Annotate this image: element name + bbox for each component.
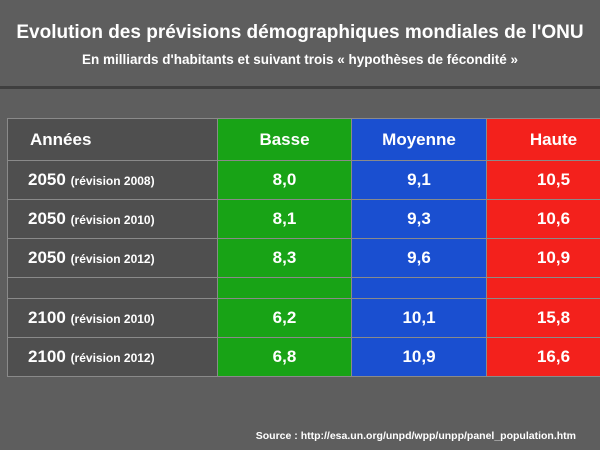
value-moyenne: 10,9 bbox=[351, 337, 487, 377]
table-row: 2100 (révision 2010) 6,2 10,1 15,8 bbox=[7, 298, 600, 338]
value-basse: 6,2 bbox=[217, 298, 352, 338]
table-header-row: Années Basse Moyenne Haute bbox=[7, 118, 600, 161]
title-separator bbox=[0, 86, 600, 89]
revision-label: (révision 2008) bbox=[70, 174, 155, 188]
year-cell: 2050 (révision 2008) bbox=[7, 160, 218, 200]
value-basse: 8,0 bbox=[217, 160, 352, 200]
header-haute: Haute bbox=[486, 118, 600, 161]
header-annees: Années bbox=[7, 118, 218, 161]
value-basse: 6,8 bbox=[217, 337, 352, 377]
value-moyenne: 9,6 bbox=[351, 238, 487, 278]
spacer-cell bbox=[486, 277, 600, 299]
revision-label: (révision 2010) bbox=[70, 213, 155, 227]
page-title: Evolution des prévisions démographiques … bbox=[16, 22, 584, 43]
table-row: 2050 (révision 2010) 8,1 9,3 10,6 bbox=[7, 199, 600, 239]
header-moyenne: Moyenne bbox=[351, 118, 487, 161]
header-basse: Basse bbox=[217, 118, 352, 161]
year-cell: 2050 (révision 2012) bbox=[7, 238, 218, 278]
table-row: 2100 (révision 2012) 6,8 10,9 16,6 bbox=[7, 337, 600, 377]
year-label: 2100 bbox=[28, 347, 66, 366]
value-basse: 8,1 bbox=[217, 199, 352, 239]
source-note: Source : http://esa.un.org/unpd/wpp/unpp… bbox=[255, 430, 576, 442]
value-haute: 16,6 bbox=[486, 337, 600, 377]
value-moyenne: 9,3 bbox=[351, 199, 487, 239]
year-label: 2050 bbox=[28, 170, 66, 189]
spacer-cell bbox=[351, 277, 487, 299]
year-cell: 2100 (révision 2012) bbox=[7, 337, 218, 377]
value-moyenne: 10,1 bbox=[351, 298, 487, 338]
value-haute: 15,8 bbox=[486, 298, 600, 338]
value-haute: 10,5 bbox=[486, 160, 600, 200]
spacer-cell bbox=[7, 277, 218, 299]
revision-label: (révision 2012) bbox=[70, 252, 155, 266]
value-moyenne: 9,1 bbox=[351, 160, 487, 200]
value-basse: 8,3 bbox=[217, 238, 352, 278]
revision-label: (révision 2010) bbox=[70, 312, 155, 326]
spacer-cell bbox=[217, 277, 352, 299]
year-cell: 2050 (révision 2010) bbox=[7, 199, 218, 239]
year-label: 2050 bbox=[28, 209, 66, 228]
table-row: 2050 (révision 2012) 8,3 9,6 10,9 bbox=[7, 238, 600, 278]
year-label: 2050 bbox=[28, 248, 66, 267]
page-subtitle: En milliards d'habitants et suivant troi… bbox=[81, 52, 519, 67]
value-haute: 10,9 bbox=[486, 238, 600, 278]
population-table: Années Basse Moyenne Haute 2050 (révisio… bbox=[7, 118, 600, 377]
table-spacer-row bbox=[7, 277, 600, 299]
title-area: Evolution des prévisions démographiques … bbox=[0, 0, 600, 78]
table-row: 2050 (révision 2008) 8,0 9,1 10,5 bbox=[7, 160, 600, 200]
value-haute: 10,6 bbox=[486, 199, 600, 239]
year-cell: 2100 (révision 2010) bbox=[7, 298, 218, 338]
year-label: 2100 bbox=[28, 308, 66, 327]
revision-label: (révision 2012) bbox=[70, 351, 155, 365]
